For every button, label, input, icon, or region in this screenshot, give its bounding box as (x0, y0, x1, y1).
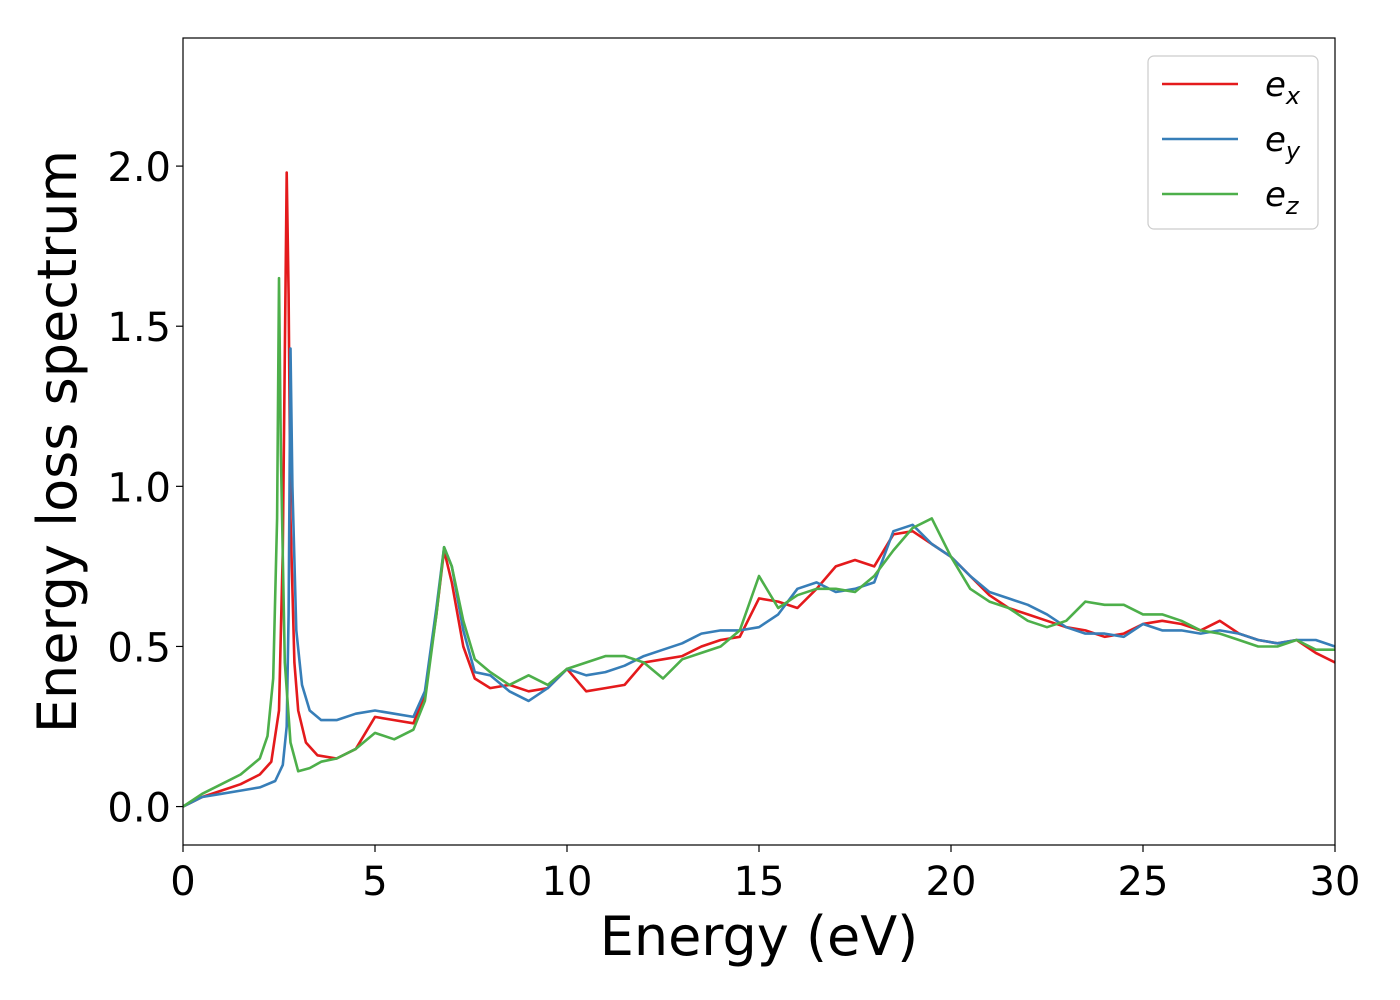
x-tick-label: 15 (734, 859, 785, 905)
y-axis-ticks: 0.0 0.5 1.0 1.5 2.0 (107, 145, 183, 832)
legend-label-subscript: z (1285, 192, 1300, 220)
legend-label-subscript: y (1285, 137, 1301, 165)
series-line-x (183, 171, 1335, 808)
legend-label-y: ey (1265, 120, 1301, 165)
x-tick-label: 20 (926, 859, 977, 905)
x-tick-label: 25 (1118, 859, 1169, 905)
x-axis-title: Energy (eV) (600, 905, 919, 968)
legend-label-base: e (1265, 120, 1286, 160)
series-line-y (183, 347, 1335, 808)
legend-label-z: ez (1265, 175, 1300, 220)
legend-box (1147, 55, 1319, 230)
y-tick-label: 0.0 (107, 786, 171, 832)
legend-label-base: e (1265, 65, 1286, 105)
x-tick-label: 5 (362, 859, 387, 905)
x-tick-label: 10 (542, 859, 593, 905)
legend-label-x: ex (1265, 65, 1301, 110)
plot-lines (183, 171, 1335, 808)
y-axis-title: Energy loss spectrum (26, 150, 89, 733)
legend-label-base: e (1265, 175, 1286, 215)
series-line-z (183, 276, 1335, 808)
y-tick-label: 0.5 (107, 625, 171, 671)
legend-label-subscript: x (1285, 82, 1301, 110)
x-tick-label: 30 (1310, 859, 1361, 905)
x-tick-label: 0 (170, 859, 195, 905)
y-tick-label: 2.0 (107, 145, 171, 191)
y-tick-label: 1.0 (107, 465, 171, 511)
x-axis-ticks: 0 5 10 15 20 25 30 (170, 845, 1360, 905)
y-tick-label: 1.5 (107, 305, 171, 351)
